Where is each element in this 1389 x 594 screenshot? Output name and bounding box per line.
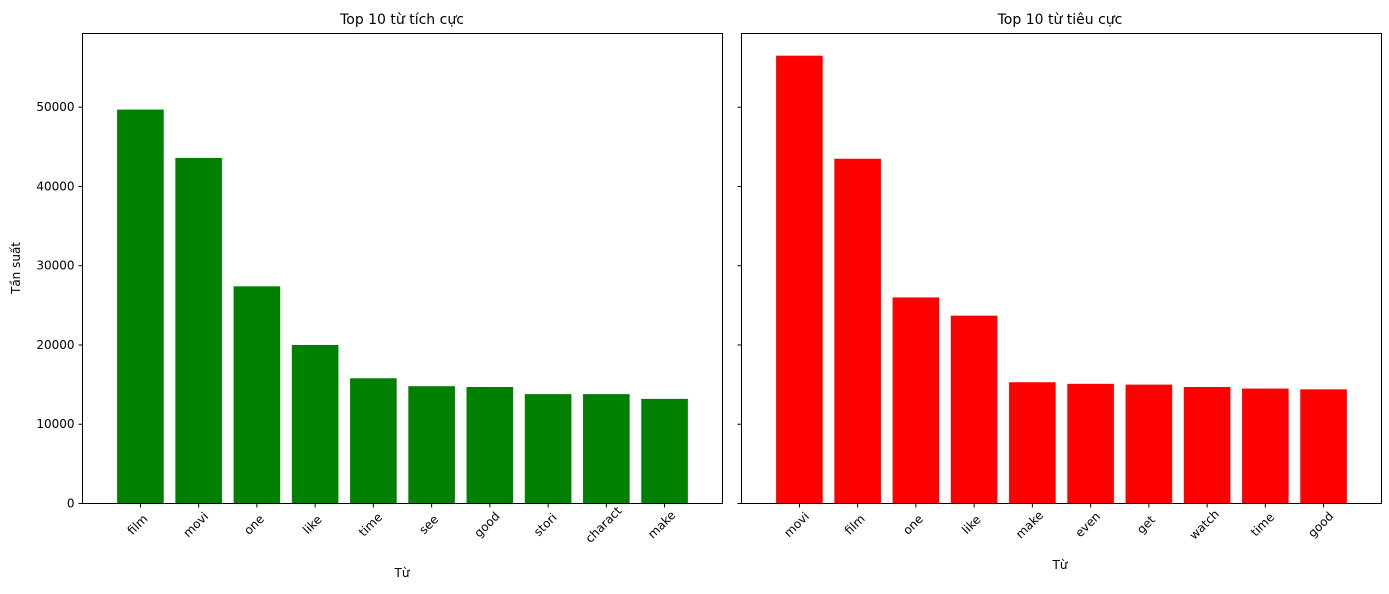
x-tick-label: movi — [180, 509, 211, 540]
x-tick-label: stori — [531, 510, 560, 539]
x-tick-label: time — [1248, 510, 1277, 539]
bar-make — [1009, 382, 1056, 504]
bar-one — [892, 297, 940, 504]
x-ticks: movi film one like make even get watch time good — [781, 503, 1336, 542]
bar-charact — [583, 394, 630, 504]
x-tick-label: film — [125, 512, 151, 538]
x-tick-label: like — [300, 512, 324, 536]
chart-title: Top 10 từ tiêu cực — [997, 12, 1123, 28]
y-tick-label: 10000 — [36, 417, 74, 431]
x-tick-label: make — [1013, 508, 1046, 541]
x-tick-label: see — [416, 512, 441, 537]
x-axis-label: Từ — [1052, 558, 1069, 572]
bar-good — [1300, 389, 1347, 504]
x-tick-label: one — [900, 512, 926, 538]
x-axis-label: Từ — [394, 566, 411, 580]
x-tick-label: charact — [583, 504, 625, 546]
x-tick-label: make — [645, 508, 678, 541]
bar-watch — [1183, 386, 1231, 504]
bar-movi — [175, 157, 222, 504]
y-axis-label: Tần suất — [9, 242, 23, 295]
bar-group — [776, 55, 1347, 504]
bar-time — [1242, 388, 1289, 504]
bar-film — [834, 158, 881, 504]
x-tick-label: time — [356, 510, 385, 539]
bar-even — [1067, 383, 1114, 504]
y-tick-label: 30000 — [36, 259, 74, 273]
y-tick-label: 50000 — [36, 100, 74, 114]
bar-one — [233, 286, 281, 504]
bar-make — [641, 398, 688, 504]
bar-get — [1125, 384, 1173, 504]
bar-film — [117, 109, 164, 504]
bar-see — [408, 386, 455, 504]
x-tick-label: one — [241, 512, 267, 538]
x-tick-label: like — [959, 512, 983, 536]
plot-frame — [82, 33, 723, 504]
y-tick-label: 40000 — [36, 179, 74, 193]
x-ticks: film movi one like time see good stori charact ma… — [125, 503, 678, 546]
y-tick-label: 20000 — [36, 338, 74, 352]
bar-good — [466, 386, 514, 504]
bar-movi — [776, 55, 823, 504]
bar-group — [117, 109, 688, 504]
negative-words-chart: Top 10 từ tiêu cực Từ movi film one like mak… — [737, 12, 1382, 572]
x-tick-label: watch — [1187, 507, 1222, 542]
chart-title: Top 10 từ tích cực — [339, 12, 464, 28]
bar-stori — [524, 394, 572, 504]
y-tick-label: 0 — [67, 497, 75, 511]
y-ticks: 0 10000 20000 30000 40000 50000 — [36, 100, 83, 511]
x-tick-label: movi — [781, 509, 812, 540]
bar-like — [291, 344, 339, 504]
plot-frame — [741, 33, 1382, 504]
x-tick-label: good — [472, 509, 503, 540]
x-tick-label: get — [1134, 513, 1158, 537]
positive-words-chart: Top 10 từ tích cực Tần suất Từ 0 10000 200… — [9, 12, 723, 580]
x-tick-label: good — [1305, 509, 1336, 540]
x-tick-label: film — [842, 512, 868, 538]
bar-like — [950, 315, 998, 504]
x-tick-label: even — [1072, 509, 1103, 540]
bar-time — [350, 378, 397, 504]
y-ticks — [737, 106, 742, 504]
